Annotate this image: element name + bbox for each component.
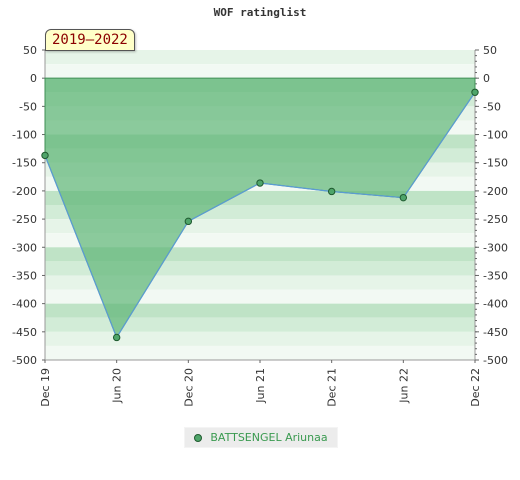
x-tick-label: Jun 22 (397, 368, 410, 404)
data-point (112, 333, 121, 342)
y-tick-label-right: -400 (483, 298, 508, 311)
grid-band (45, 331, 475, 346)
grid-band (45, 317, 475, 332)
data-point (471, 88, 479, 96)
y-tick-label-left: -100 (12, 129, 37, 142)
y-tick-label-right: 0 (483, 72, 490, 85)
y-tick-label-right: -300 (483, 241, 508, 254)
y-tick-label-left: -500 (12, 354, 37, 367)
data-point (256, 179, 264, 187)
y-tick-label-left: 50 (23, 44, 37, 57)
y-tick-label-right: 50 (483, 44, 497, 57)
y-tick-label-left: -450 (12, 326, 37, 339)
y-tick-label-left: -250 (12, 213, 37, 226)
legend-series-label: BATTSENGEL Ariunaa (210, 431, 328, 444)
y-tick-label-left: -150 (12, 157, 37, 170)
y-tick-label-left: -400 (12, 298, 37, 311)
period-label: 2019–2022 (45, 29, 135, 51)
grid-band (45, 289, 475, 304)
x-tick-label: Dec 19 (39, 368, 52, 407)
x-tick-label: Jun 20 (111, 368, 124, 404)
grid-band (45, 50, 475, 65)
y-tick-label-left: -350 (12, 269, 37, 282)
y-tick-label-right: -50 (483, 100, 501, 113)
y-tick-label-right: -450 (483, 326, 508, 339)
y-tick-label-left: -50 (19, 100, 37, 113)
x-tick-label: Jun 21 (254, 368, 267, 404)
data-point (399, 193, 408, 202)
data-point (327, 187, 336, 196)
y-tick-label-right: -500 (483, 354, 508, 367)
chart-title: WOF ratinglist (213, 6, 307, 19)
grid-band (45, 345, 475, 360)
y-tick-label-right: -100 (483, 129, 508, 142)
y-tick-label-right: -350 (483, 269, 508, 282)
x-tick-label: Dec 21 (326, 368, 339, 407)
x-tick-label: Dec 20 (182, 368, 195, 407)
data-point (184, 217, 193, 226)
y-tick-label-right: -150 (483, 157, 508, 170)
legend[interactable]: BATTSENGEL Ariunaa (184, 427, 338, 448)
grid-band (45, 64, 475, 79)
y-tick-label-right: -250 (483, 213, 508, 226)
y-tick-label-left: 0 (30, 72, 37, 85)
legend-marker-icon (194, 433, 203, 442)
y-tick-label-left: -200 (12, 185, 37, 198)
x-tick-label: Dec 22 (469, 368, 482, 407)
y-tick-label-right: -200 (483, 185, 508, 198)
data-point (41, 151, 49, 160)
y-tick-label-left: -300 (12, 241, 37, 254)
grid-band (45, 303, 475, 318)
